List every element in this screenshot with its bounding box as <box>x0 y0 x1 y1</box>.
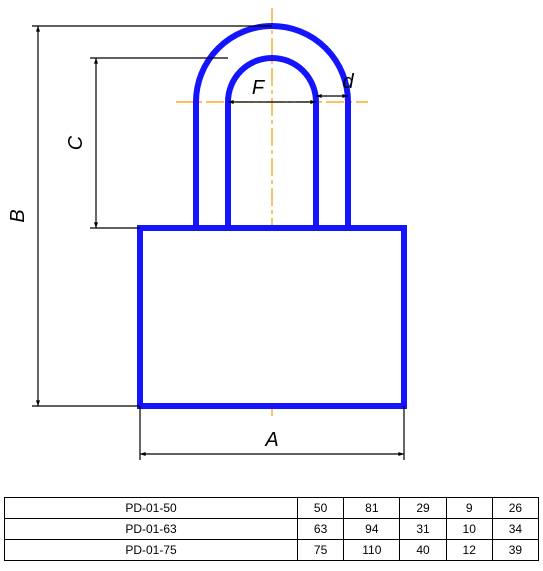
table-cell: PD-01-50 <box>5 498 298 519</box>
dim-label-d: d <box>342 71 354 93</box>
table-cell: PD-01-75 <box>5 540 298 561</box>
table-cell: 34 <box>492 519 538 540</box>
dim-label-C: C <box>65 135 87 150</box>
dim-label-B: B <box>7 209 29 222</box>
table-cell: 75 <box>298 540 344 561</box>
lock-body <box>140 228 404 406</box>
table-cell: PD-01-63 <box>5 519 298 540</box>
table-cell: 40 <box>400 540 446 561</box>
table-cell: 31 <box>400 519 446 540</box>
table-cell: 26 <box>492 498 538 519</box>
dim-label-A: A <box>264 429 278 451</box>
table-cell: 12 <box>446 540 492 561</box>
table-cell: 94 <box>344 519 400 540</box>
table-cell: 110 <box>344 540 400 561</box>
table-cell: 29 <box>400 498 446 519</box>
padlock-diagram: A B C Fd <box>0 0 543 495</box>
table-row: PD-01-50508129926 <box>5 498 539 519</box>
table-cell: 10 <box>446 519 492 540</box>
table-cell: 81 <box>344 498 400 519</box>
dim-label-F: F <box>252 77 266 99</box>
dimensions-table: PD-01-50508129926PD-01-636394311034PD-01… <box>4 497 539 561</box>
table-cell: 39 <box>492 540 538 561</box>
table-cell: 50 <box>298 498 344 519</box>
table-row: PD-01-636394311034 <box>5 519 539 540</box>
table-row: PD-01-7575110401239 <box>5 540 539 561</box>
table-cell: 9 <box>446 498 492 519</box>
table-cell: 63 <box>298 519 344 540</box>
